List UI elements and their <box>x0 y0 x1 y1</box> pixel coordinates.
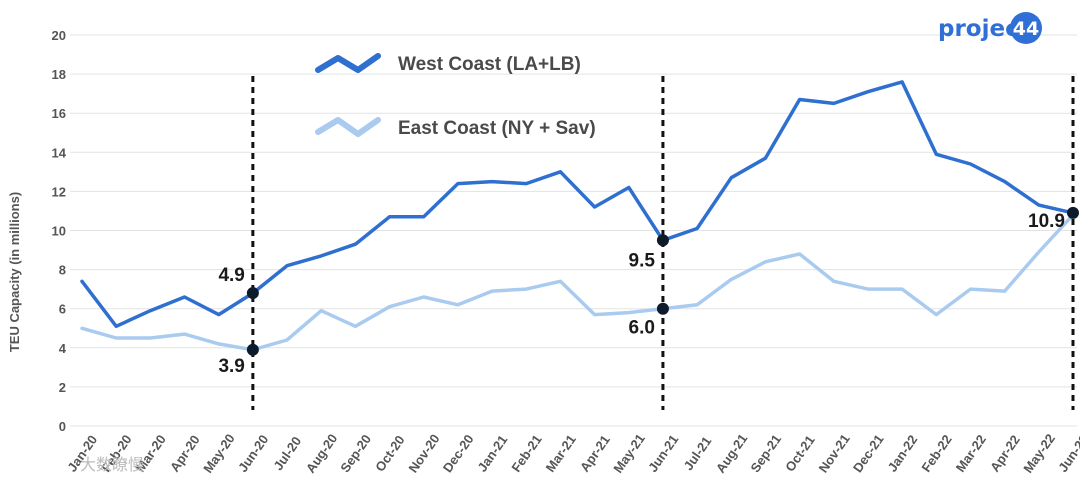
legend-label-west: West Coast (LA+LB) <box>398 54 581 75</box>
x-tick-label: Aug-21 <box>713 431 751 476</box>
annotation-label: 6.0 <box>629 318 655 339</box>
annotation-label: 3.9 <box>218 356 244 377</box>
logo-number: 44 <box>1013 18 1039 40</box>
watermark: 大数瞭慢 <box>80 455 144 474</box>
annotation-point <box>1067 206 1079 219</box>
y-axis-label: TEU Capacity (in millions) <box>7 192 22 352</box>
x-tick-label: Jun-22 <box>1055 432 1080 475</box>
legend: West Coast (LA+LB) East Coast (NY + Sav) <box>315 53 596 139</box>
x-tick-label: Apr-21 <box>577 432 613 474</box>
annotation-point <box>656 302 669 315</box>
x-tick-label: Jul-20 <box>270 434 304 473</box>
annotation-points: 4.9 3.9 9.5 6.0 10.9 <box>218 206 1079 377</box>
x-tick-label: Feb-21 <box>508 432 544 475</box>
x-tick-label: Jan-22 <box>884 432 920 474</box>
watermark-text: 大数瞭慢 <box>80 455 144 474</box>
x-tick-label: Jun-20 <box>235 432 271 475</box>
x-tick-label: May-22 <box>1020 431 1058 476</box>
project44-logo: project 44 <box>938 12 1042 44</box>
y-tick-label: 18 <box>52 67 66 82</box>
y-tick-label: 14 <box>52 145 67 160</box>
x-tick-label: Oct-20 <box>372 433 407 475</box>
x-tick-label: Jul-21 <box>680 434 714 473</box>
x-tick-label: Jun-21 <box>645 432 681 475</box>
annotation-label: 9.5 <box>629 250 656 271</box>
x-tick-label: Apr-22 <box>987 432 1023 474</box>
x-tick-label: Dec-21 <box>850 432 887 476</box>
annotation-point <box>656 234 669 247</box>
y-tick-label: 6 <box>59 302 66 317</box>
x-tick-label: May-20 <box>200 431 238 476</box>
annotation-point <box>246 287 259 300</box>
x-tick-label: Feb-22 <box>918 432 954 475</box>
x-tick-label: Sep-21 <box>747 432 784 476</box>
x-tick-label: Jan-21 <box>474 432 510 474</box>
x-tick-label: Mar-21 <box>543 432 579 475</box>
legend-swatch-west <box>315 53 381 73</box>
x-tick-label: Nov-20 <box>405 431 442 475</box>
series-line-west <box>80 80 1075 329</box>
x-tick-label: Mar-22 <box>953 432 989 475</box>
y-tick-label: 2 <box>59 380 66 395</box>
annotation-label: 10.9 <box>1028 211 1065 232</box>
x-tick-label: Apr-20 <box>167 432 203 474</box>
annotation-label: 4.9 <box>218 265 244 286</box>
y-tick-label: 8 <box>59 263 66 278</box>
x-tick-label: Dec-20 <box>440 432 477 476</box>
x-tick-label: Oct-21 <box>782 433 817 475</box>
y-axis-ticks: 0 2 4 6 8 10 12 14 16 18 20 <box>52 28 67 434</box>
x-tick-label: May-21 <box>610 431 648 476</box>
y-tick-label: 20 <box>52 28 66 43</box>
legend-swatch-east <box>315 117 381 137</box>
y-tick-label: 0 <box>59 419 66 434</box>
x-tick-label: Sep-20 <box>337 432 374 476</box>
x-tick-label: Aug-20 <box>303 431 341 476</box>
y-tick-label: 4 <box>59 341 67 356</box>
logo-badge <box>1010 12 1042 44</box>
x-tick-label: Nov-21 <box>816 431 853 475</box>
legend-label-east: East Coast (NY + Sav) <box>398 118 596 139</box>
y-tick-label: 16 <box>52 106 66 121</box>
y-tick-label: 10 <box>52 224 66 239</box>
y-tick-label: 12 <box>52 184 66 199</box>
annotation-point <box>246 343 259 356</box>
